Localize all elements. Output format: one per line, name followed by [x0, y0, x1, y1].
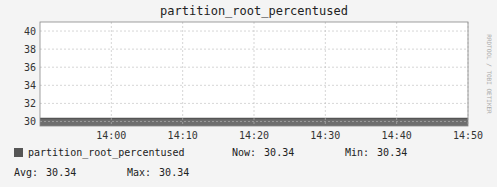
x-tick-label: 14:50 [453, 130, 483, 141]
plot-frame [40, 22, 468, 126]
grid-line [111, 22, 112, 126]
x-tick-label: 14:30 [310, 130, 340, 141]
legend-label: partition_root_percentused [28, 147, 185, 159]
y-tick-label: 36 [24, 62, 36, 73]
summary-value: 30.34 [377, 147, 407, 158]
y-tick-label: 30 [24, 116, 36, 127]
y-tick-label: 32 [24, 98, 36, 109]
grid-line [40, 85, 468, 86]
summary-stat: Now: 30.34 [232, 147, 294, 158]
summary-label: Now: [232, 147, 256, 158]
y-tick-label: 38 [24, 44, 36, 55]
summary-label: Min: [345, 147, 369, 158]
x-tick-label: 14:20 [239, 130, 269, 141]
summary-stat: Max: 30.34 [127, 167, 189, 178]
grid [40, 22, 468, 126]
chart: partition_root_percentused 30 32 34 36 38 40 14… [0, 0, 497, 187]
legend: partition_root_percentused Now: 30.34 Min: 3… [14, 147, 407, 178]
plot-background [40, 22, 468, 126]
title: partition_root_percentused [160, 4, 348, 18]
watermark: RRDTOOL / TOBI OETIKER [486, 34, 493, 114]
summary-stat: Avg: 30.34 [14, 167, 76, 178]
summary-stat: Min: 30.34 [345, 147, 407, 158]
grid-line [40, 49, 468, 50]
grid-line [325, 22, 326, 126]
grid-line [254, 22, 255, 126]
grid-line [396, 22, 397, 126]
x-tick-label: 14:00 [96, 130, 126, 141]
legend-swatch [14, 148, 23, 157]
summary-value: 30.34 [264, 147, 294, 158]
x-tick-label: 14:40 [382, 130, 412, 141]
y-tick-label: 40 [24, 26, 36, 37]
summary-value: 30.34 [46, 167, 76, 178]
y-tick-label: 34 [24, 80, 36, 91]
summary-label: Avg: [14, 167, 38, 178]
x-tick-label: 14:10 [168, 130, 198, 141]
summary-label: Max: [127, 167, 151, 178]
summary-value: 30.34 [159, 167, 189, 178]
grid-line [40, 121, 468, 122]
grid-line [182, 22, 183, 126]
